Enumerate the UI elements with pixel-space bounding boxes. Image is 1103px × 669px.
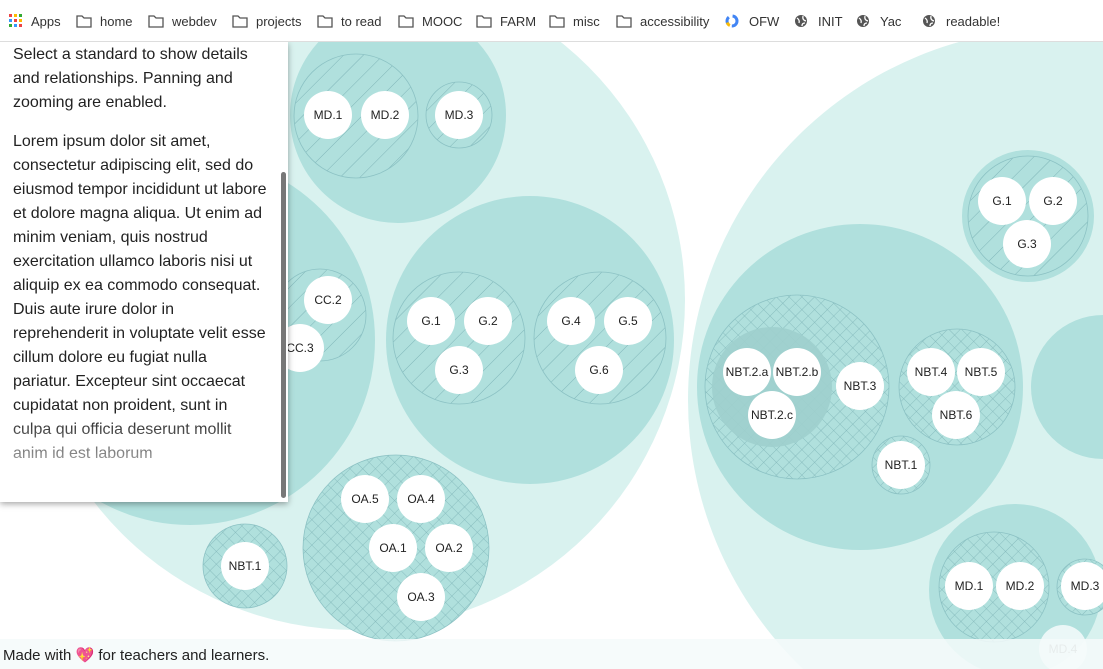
bookmark-icon xyxy=(317,15,333,28)
standard-node[interactable] xyxy=(877,441,925,489)
bookmark-icon xyxy=(148,15,164,28)
standard-node[interactable] xyxy=(397,573,445,621)
standard-node[interactable] xyxy=(425,524,473,572)
panel-body: Lorem ipsum dolor sit amet, consectetur … xyxy=(13,133,267,462)
footer: Made with 💖 for teachers and learners. xyxy=(0,639,1103,669)
bookmark-icon xyxy=(725,14,739,28)
standard-node[interactable] xyxy=(407,297,455,345)
panel-intro: Select a standard to show details and re… xyxy=(13,46,248,111)
standard-node[interactable] xyxy=(957,348,1005,396)
bookmark[interactable]: misc xyxy=(573,14,600,29)
bookmark[interactable]: webdev xyxy=(172,14,217,29)
standard-label[interactable]: NBT.2.c xyxy=(751,408,793,422)
bookmark[interactable]: OFW xyxy=(749,14,780,29)
standard-node[interactable] xyxy=(435,91,483,139)
bookmark[interactable]: readable! xyxy=(946,14,1001,29)
footer-text: Made with 💖 for teachers and learners. xyxy=(3,647,270,664)
bookmark-icon xyxy=(476,15,492,28)
bookmark-icon xyxy=(923,15,935,27)
standard-label[interactable]: G.1 xyxy=(421,314,441,328)
standard-label[interactable]: MD.2 xyxy=(371,108,400,122)
standard-label[interactable]: CC.3 xyxy=(286,341,314,355)
standard-label[interactable]: NBT.3 xyxy=(844,379,877,393)
standard-node[interactable] xyxy=(932,391,980,439)
standard-node[interactable] xyxy=(276,324,324,372)
standard-label[interactable]: NBT.2.b xyxy=(776,365,819,379)
bookmark-icon xyxy=(232,15,248,28)
standard-node[interactable] xyxy=(369,524,417,572)
standard-label[interactable]: G.4 xyxy=(561,314,581,328)
standard-node[interactable] xyxy=(397,475,445,523)
bookmark[interactable]: Yac xyxy=(880,14,902,29)
standard-node[interactable] xyxy=(773,348,821,396)
standard-node[interactable] xyxy=(221,542,269,590)
standard-label[interactable]: MD.1 xyxy=(314,108,343,122)
scrollbar[interactable] xyxy=(281,172,286,498)
standard-node[interactable] xyxy=(748,391,796,439)
bookmark-icon xyxy=(857,15,869,27)
bookmark-icon xyxy=(616,15,632,28)
bookmark-icon xyxy=(549,15,565,28)
standard-node[interactable] xyxy=(341,475,389,523)
standard-label[interactable]: G.3 xyxy=(449,363,469,377)
standard-label[interactable]: G.6 xyxy=(589,363,609,377)
standard-label[interactable]: MD.1 xyxy=(955,579,984,593)
standard-node[interactable] xyxy=(907,348,955,396)
bookmark[interactable]: Apps xyxy=(31,14,61,29)
standard-node[interactable] xyxy=(464,297,512,345)
standard-node[interactable] xyxy=(836,362,884,410)
group-circle[interactable] xyxy=(386,196,674,484)
standard-node[interactable] xyxy=(547,297,595,345)
bookmark[interactable]: INIT xyxy=(818,14,843,29)
standard-label[interactable]: G.2 xyxy=(478,314,498,328)
bookmark[interactable]: accessibility xyxy=(640,14,710,29)
standard-label[interactable]: NBT.2.a xyxy=(726,365,769,379)
standard-label[interactable]: MD.3 xyxy=(445,108,474,122)
standard-node[interactable] xyxy=(604,297,652,345)
standard-label[interactable]: G.2 xyxy=(1043,194,1063,208)
standard-label[interactable]: G.5 xyxy=(618,314,638,328)
standard-node[interactable] xyxy=(978,177,1026,225)
standard-node[interactable] xyxy=(1029,177,1077,225)
bookmark[interactable]: FARM xyxy=(500,14,537,29)
standard-label[interactable]: OA.1 xyxy=(379,541,407,555)
standard-node[interactable] xyxy=(575,346,623,394)
standard-label[interactable]: NBT.4 xyxy=(915,365,948,379)
standard-label[interactable]: NBT.1 xyxy=(885,458,918,472)
bookmark-icon xyxy=(76,15,92,28)
bookmark[interactable]: to read xyxy=(341,14,382,29)
standard-label[interactable]: G.1 xyxy=(992,194,1012,208)
standard-label[interactable]: OA.4 xyxy=(407,492,435,506)
standard-label[interactable]: OA.2 xyxy=(435,541,463,555)
info-panel: Select a standard to show details and re… xyxy=(0,42,288,502)
standard-node[interactable] xyxy=(1003,220,1051,268)
standard-node[interactable] xyxy=(361,91,409,139)
standard-label[interactable]: MD.3 xyxy=(1071,579,1100,593)
standard-label[interactable]: NBT.5 xyxy=(965,365,998,379)
standard-node[interactable] xyxy=(435,346,483,394)
bookmark-icon xyxy=(398,15,414,28)
standard-label[interactable]: OA.5 xyxy=(351,492,379,506)
standard-label[interactable]: G.3 xyxy=(1017,237,1037,251)
apps-icon xyxy=(9,14,22,27)
cluster-hatch[interactable] xyxy=(293,53,419,179)
group-circle[interactable] xyxy=(1031,315,1103,459)
standard-node[interactable] xyxy=(723,348,771,396)
standard-label[interactable]: MD.2 xyxy=(1006,579,1035,593)
bookmarks-bar: Apps home webdev projects to read MOOC FARM mi… xyxy=(0,0,1103,42)
standard-node[interactable] xyxy=(1061,562,1103,610)
standard-node[interactable] xyxy=(304,91,352,139)
standard-node[interactable] xyxy=(304,276,352,324)
bookmark[interactable]: projects xyxy=(256,14,302,29)
standard-node[interactable] xyxy=(996,562,1044,610)
standard-label[interactable]: OA.3 xyxy=(407,590,435,604)
standard-label[interactable]: NBT.6 xyxy=(940,408,973,422)
bookmark[interactable]: MOOC xyxy=(422,14,463,29)
bookmark-icon xyxy=(795,15,807,27)
bookmark[interactable]: home xyxy=(100,14,133,29)
standard-label[interactable]: CC.2 xyxy=(314,293,342,307)
standard-label[interactable]: NBT.1 xyxy=(229,559,262,573)
standard-node[interactable] xyxy=(945,562,993,610)
